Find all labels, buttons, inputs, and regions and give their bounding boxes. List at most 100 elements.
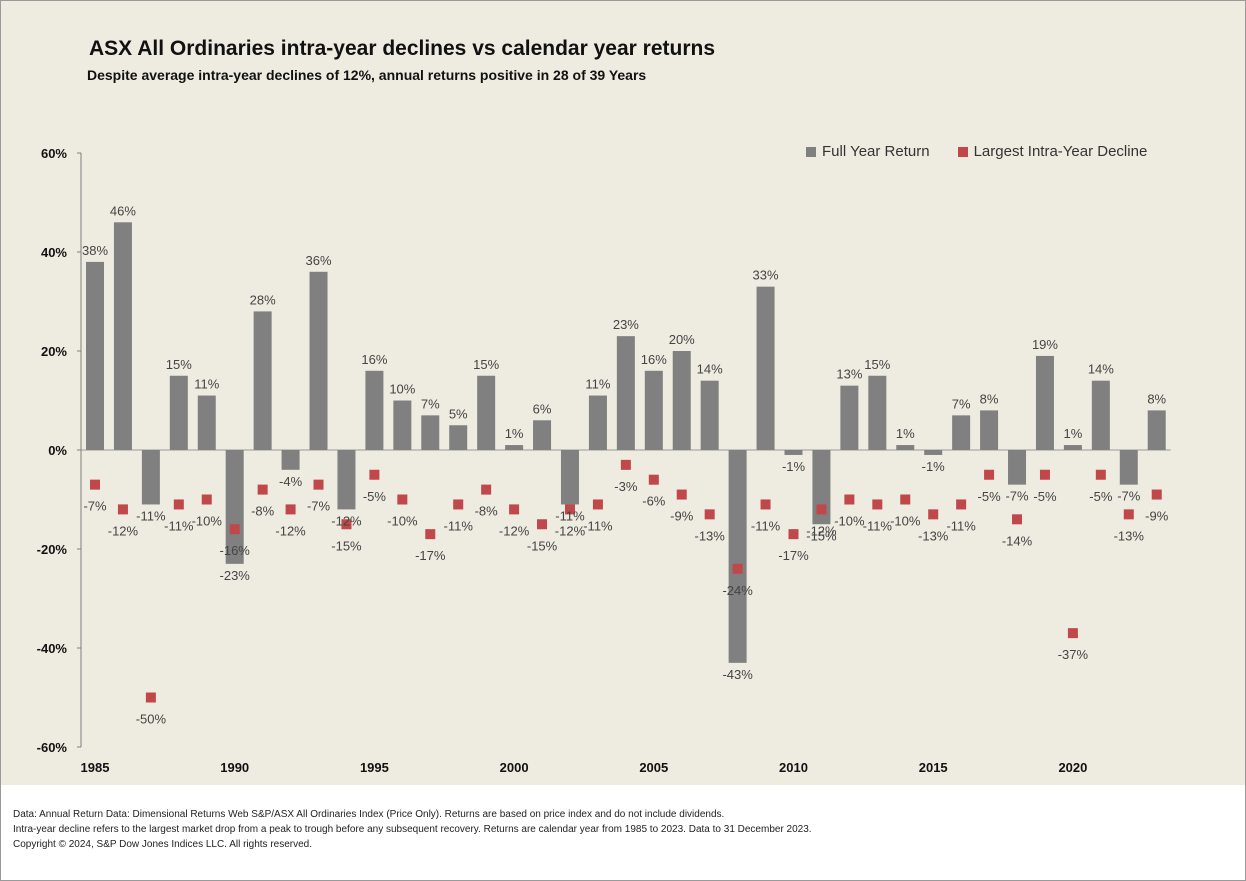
bar xyxy=(700,380,719,450)
decline-marker xyxy=(285,504,296,515)
bar-value-label: 8% xyxy=(980,391,999,406)
decline-marker xyxy=(872,499,883,510)
decline-value-label: -12% xyxy=(499,523,530,538)
bar-value-label: 19% xyxy=(1032,337,1058,352)
bar xyxy=(197,395,216,450)
axes: 60% 40% 20% 0% -20% -40% -60% 1985 1990 1995 2000 2… xyxy=(37,146,1171,775)
bar-value-label: 11% xyxy=(585,377,610,392)
bar xyxy=(644,370,663,450)
decline-value-label: -14% xyxy=(1002,533,1033,548)
decline-marker xyxy=(257,484,268,495)
bar-value-label: -1% xyxy=(922,459,946,474)
decline-value-label: -37% xyxy=(1058,647,1089,662)
marker-series xyxy=(90,459,1162,703)
bar-value-label: 1% xyxy=(1064,426,1083,441)
decline-marker xyxy=(760,499,771,510)
bar xyxy=(169,375,188,450)
x-tick-label: 2020 xyxy=(1058,760,1087,775)
decline-value-label: -24% xyxy=(722,583,753,598)
decline-value-label: -13% xyxy=(1114,528,1145,543)
legend-marker-swatch xyxy=(957,146,968,157)
decline-marker xyxy=(117,504,128,515)
decline-value-label: -6% xyxy=(642,494,666,509)
bar xyxy=(505,445,524,450)
decline-value-label: -5% xyxy=(363,489,387,504)
decline-marker xyxy=(1039,469,1050,480)
bar xyxy=(1091,380,1110,450)
footnote-data-source: Data: Annual Return Data: Dimensional Re… xyxy=(13,809,725,820)
bar xyxy=(393,400,412,450)
decline-value-label: -13% xyxy=(918,528,949,543)
bar xyxy=(1035,355,1054,450)
bar-value-label: -7% xyxy=(1005,489,1029,504)
decline-marker xyxy=(229,524,240,535)
decline-marker xyxy=(481,484,492,495)
decline-marker xyxy=(956,499,967,510)
y-tick-label: 0% xyxy=(48,443,67,458)
y-tick-label: -40% xyxy=(37,641,68,656)
bar xyxy=(840,385,859,450)
decline-marker xyxy=(1123,509,1134,520)
bar-value-label: 1% xyxy=(505,426,524,441)
bar xyxy=(86,261,104,450)
decline-value-label: -50% xyxy=(136,712,167,727)
bar-value-label: -4% xyxy=(279,474,303,489)
decline-marker xyxy=(676,489,687,500)
bar xyxy=(616,336,635,450)
bar xyxy=(588,395,607,450)
legend-item-intra-year-decline: Largest Intra-Year Decline xyxy=(957,143,1147,160)
bar-value-label: -11% xyxy=(555,508,585,523)
decline-value-label: -11% xyxy=(863,518,893,533)
decline-marker xyxy=(1012,514,1023,525)
bar xyxy=(756,286,775,450)
decline-marker xyxy=(1151,489,1162,500)
decline-marker xyxy=(425,529,436,540)
bar-value-label: 15% xyxy=(473,357,499,372)
decline-value-label: -12% xyxy=(555,523,586,538)
bar-value-label: 5% xyxy=(449,406,468,421)
decline-marker xyxy=(509,504,520,515)
bar xyxy=(924,450,943,455)
decline-marker xyxy=(537,519,548,530)
bar-value-label: 33% xyxy=(753,268,779,283)
x-tick-label: 2005 xyxy=(639,760,668,775)
bar xyxy=(533,420,552,450)
decline-marker xyxy=(453,499,464,510)
decline-marker xyxy=(620,459,631,470)
bar-value-label: 10% xyxy=(389,382,415,397)
bar xyxy=(225,450,244,564)
x-tick-label: 2000 xyxy=(500,760,529,775)
bar-value-label: 38% xyxy=(82,243,108,258)
bar-value-label: 1% xyxy=(896,426,915,441)
decline-marker xyxy=(984,469,995,480)
decline-value-label: -9% xyxy=(670,509,694,524)
bar xyxy=(449,425,468,450)
legend-label-full-year-return: Full Year Return xyxy=(822,143,930,160)
bar-value-label: -43% xyxy=(722,667,753,682)
bar-value-label: -15% xyxy=(806,528,837,543)
decline-value-label: -17% xyxy=(778,548,809,563)
y-tick-label: -20% xyxy=(37,542,68,557)
data-labels: 38%46%-11%15%11%-23%28%-4%36%-12%16%10%7… xyxy=(82,203,1169,726)
decline-value-label: -5% xyxy=(1033,489,1057,504)
bar xyxy=(141,450,160,505)
decline-value-label: -7% xyxy=(83,499,107,514)
bar-value-label: 15% xyxy=(864,357,890,372)
footnote-copyright: Copyright © 2024, S&P Dow Jones Indices … xyxy=(13,839,312,850)
decline-value-label: -15% xyxy=(331,538,362,553)
bar xyxy=(365,370,384,450)
bar-value-label: -12% xyxy=(331,513,362,528)
decline-value-label: -17% xyxy=(415,548,446,563)
decline-value-label: -12% xyxy=(108,523,139,538)
legend: Full Year Return Largest Intra-Year Decl… xyxy=(806,143,1147,160)
bar-value-label: 28% xyxy=(250,292,276,307)
bar-value-label: 20% xyxy=(669,332,695,347)
y-tick-label: 20% xyxy=(41,344,67,359)
decline-marker xyxy=(592,499,603,510)
bar-value-label: -7% xyxy=(1117,489,1141,504)
bar-value-label: -1% xyxy=(782,459,806,474)
decline-marker xyxy=(732,563,743,574)
bar-value-label: 11% xyxy=(194,377,219,392)
decline-marker xyxy=(201,494,212,505)
